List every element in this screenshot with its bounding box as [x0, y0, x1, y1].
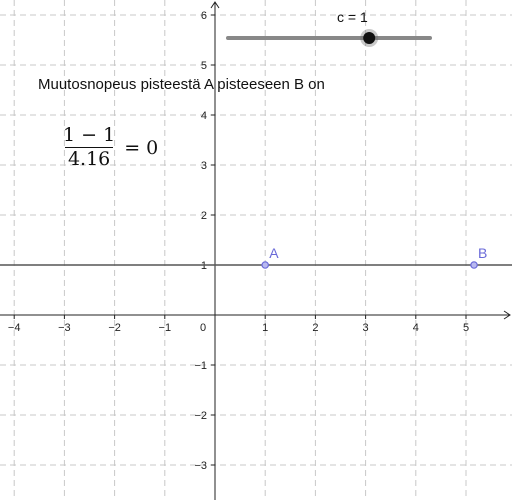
rate-of-change-formula: 1 − 1 4.16 = 0	[60, 124, 158, 171]
y-axis-tick-labels: −3 −2 −1 1 2 3 4 5 6	[194, 10, 215, 472]
formula-result: = 0	[124, 136, 159, 159]
y-tick-label: 1	[201, 260, 207, 272]
x-tick-label: 2	[312, 322, 318, 334]
slider-c[interactable]: c = 1	[226, 9, 432, 47]
x-axis-arrow	[503, 310, 511, 320]
point-b[interactable]	[470, 261, 478, 269]
y-tick-label: 2	[201, 210, 207, 222]
x-tick-label: 3	[363, 322, 369, 334]
fraction: 1 − 1 4.16	[60, 124, 118, 171]
fraction-numerator: 1 − 1	[63, 124, 116, 146]
y-tick-label: 4	[201, 110, 207, 122]
x-tick-label: −3	[58, 322, 71, 334]
y-tick-label: −1	[194, 360, 207, 372]
caption-text: Muutosnopeus pisteestä A pisteeseen B on	[38, 76, 325, 93]
slider-knob[interactable]	[363, 32, 376, 44]
x-tick-label: −2	[108, 322, 121, 334]
point-a[interactable]	[261, 261, 270, 269]
y-tick-label: −3	[194, 460, 207, 472]
point-label-a: A	[269, 245, 279, 261]
x-tick-label: 0	[200, 322, 206, 334]
y-tick-label: 3	[201, 160, 207, 172]
point-label-b: B	[478, 245, 487, 261]
x-tick-label: 5	[463, 322, 469, 334]
x-tick-label: 4	[413, 322, 419, 334]
y-tick-label: 6	[201, 10, 207, 22]
x-tick-label: −1	[159, 322, 172, 334]
x-axis-tick-labels: −4 −3 −2 −1 0 1 2 3 4 5	[8, 315, 469, 334]
fraction-denominator: 4.16	[64, 147, 114, 171]
x-tick-label: 1	[262, 322, 268, 334]
y-tick-label: 5	[201, 60, 207, 72]
x-tick-label: −4	[8, 322, 21, 334]
y-axis-arrow	[210, 1, 220, 9]
slider-label: c = 1	[337, 9, 368, 25]
y-tick-label: −2	[194, 410, 207, 422]
